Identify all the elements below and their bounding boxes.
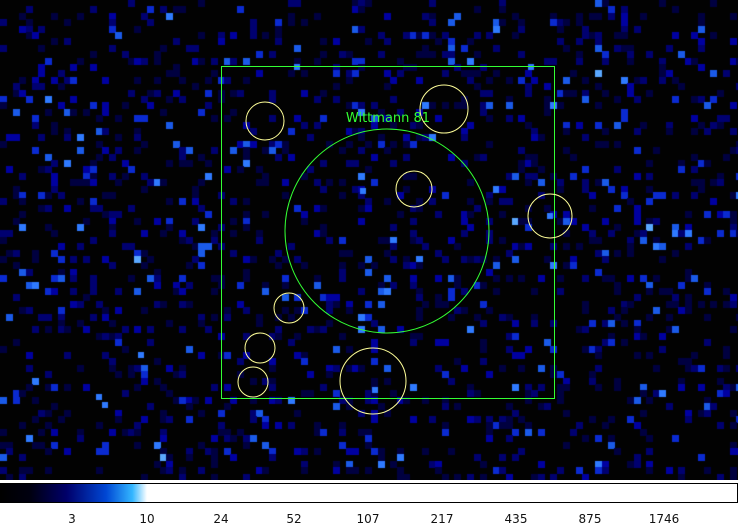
exclusion-circle[interactable] [339,347,407,415]
colorbar [0,483,738,503]
exclusion-circle[interactable] [244,332,276,364]
colorbar-tick-label: 24 [213,512,229,526]
sky-image[interactable]: Wittmann 81 [0,0,738,480]
colorbar-gradient [1,484,147,502]
exclusion-circle[interactable] [273,292,305,324]
source-box-region[interactable] [221,66,555,399]
source-circle-region[interactable] [284,128,490,334]
colorbar-tick-label: 52 [286,512,302,526]
colorbar-tick-label: 1746 [648,512,680,526]
colorbar-tick-label: 217 [430,512,454,526]
colorbar-tick-label: 10 [139,512,155,526]
colorbar-tick-label: 107 [356,512,380,526]
exclusion-circle[interactable] [237,366,269,398]
colorbar-tick-label: 875 [578,512,602,526]
exclusion-circle[interactable] [419,84,469,134]
region-overlay: Wittmann 81 [221,66,573,415]
source-label: Wittmann 81 [346,111,430,126]
exclusion-circle[interactable] [245,101,285,141]
pixel-map [0,0,738,480]
exclusion-circle[interactable] [395,170,433,208]
exclusion-circle[interactable] [527,193,573,239]
colorbar-tick-label: 3 [68,512,76,526]
colorbar-tick-label: 435 [504,512,528,526]
